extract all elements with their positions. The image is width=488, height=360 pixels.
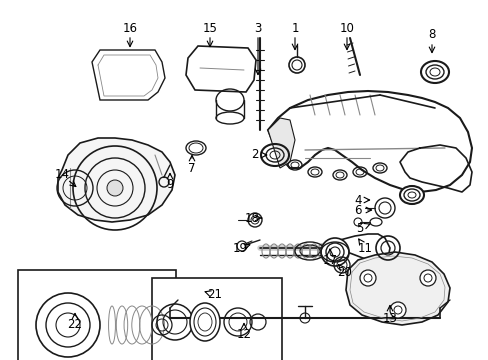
Text: 5: 5 [356, 221, 363, 234]
Circle shape [359, 270, 375, 286]
Text: 21: 21 [207, 288, 222, 302]
Text: 13: 13 [382, 311, 397, 324]
Text: 10: 10 [339, 22, 354, 35]
Text: 6: 6 [353, 203, 361, 216]
Circle shape [419, 270, 435, 286]
Polygon shape [100, 302, 162, 348]
Text: 14: 14 [54, 168, 69, 181]
Circle shape [107, 180, 123, 196]
Text: 18: 18 [244, 211, 259, 225]
Text: 11: 11 [357, 242, 372, 255]
Polygon shape [267, 91, 471, 192]
Ellipse shape [420, 61, 448, 83]
Circle shape [320, 238, 348, 266]
Polygon shape [267, 118, 294, 168]
Text: 16: 16 [122, 22, 137, 35]
Polygon shape [339, 234, 389, 262]
Bar [152, 278, 282, 360]
Polygon shape [185, 46, 256, 92]
Text: 20: 20 [337, 266, 352, 279]
Text: 3: 3 [254, 22, 261, 35]
Polygon shape [346, 252, 449, 325]
Text: 15: 15 [202, 22, 217, 35]
Text: 19: 19 [232, 242, 247, 255]
Polygon shape [92, 50, 164, 100]
Ellipse shape [190, 303, 220, 341]
Circle shape [389, 302, 405, 318]
Ellipse shape [399, 186, 423, 204]
Text: 9: 9 [166, 179, 173, 192]
Text: 1: 1 [291, 22, 298, 35]
Text: 2: 2 [251, 148, 258, 162]
Text: 12: 12 [236, 328, 251, 342]
Text: 7: 7 [188, 162, 195, 175]
Bar [18, 270, 176, 360]
Polygon shape [58, 138, 175, 222]
Text: 17: 17 [322, 253, 337, 266]
Text: 8: 8 [427, 28, 435, 41]
Text: 4: 4 [353, 194, 361, 207]
Text: 22: 22 [67, 319, 82, 332]
